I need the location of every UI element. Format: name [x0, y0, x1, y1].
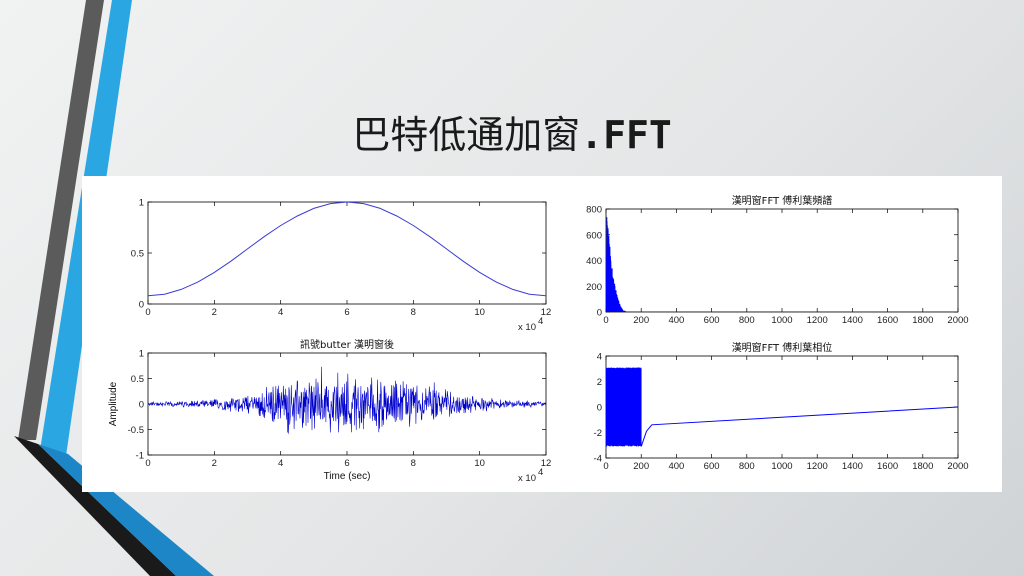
x-tick-label: 2: [212, 307, 217, 318]
x-tick-label: 400: [668, 461, 684, 472]
axes-frame: [147, 201, 547, 305]
x-tick-label: 1200: [807, 461, 828, 472]
x-tick-label: 800: [739, 461, 755, 472]
y-tick-label: 400: [586, 256, 602, 267]
y-tick-label: 800: [586, 205, 602, 216]
x-tick-label: 1000: [771, 461, 792, 472]
x-tick-label: 12: [541, 307, 552, 318]
plot-area: [148, 202, 546, 297]
x-tick-label: 1400: [842, 461, 863, 472]
x-tick-label: 12: [541, 458, 552, 469]
x-tick-label: 1600: [877, 461, 898, 472]
x-tick-label: 1600: [877, 315, 898, 326]
series-line: [148, 202, 546, 297]
y-tick-label: 1: [139, 349, 144, 360]
y-tick-label: 0.5: [131, 249, 144, 260]
y-tick-label: 0: [139, 300, 144, 311]
x-tick-label: 1800: [912, 315, 933, 326]
y-tick-label: 0.5: [131, 374, 144, 385]
chart-window: 0 2 4 6 8 10 1200.51x 104: [131, 198, 552, 334]
y-tick-label: 600: [586, 230, 602, 241]
x-multiplier: x 10: [518, 473, 536, 484]
plot-area: [606, 217, 958, 312]
x-tick-label: 200: [633, 461, 649, 472]
x-tick-label: 600: [704, 315, 720, 326]
plot-area: [606, 367, 958, 447]
y-tick-label: 0: [597, 403, 602, 414]
x-tick-label: 400: [668, 315, 684, 326]
y-tick-label: 4: [597, 352, 602, 363]
x-tick-label: 8: [411, 307, 416, 318]
chart-signal: 0 2 4 6 8 10 12 -1 -0.5 0 0.5 1 訊號butter 漢明窗後 Time (s…: [108, 338, 551, 484]
y-tick-label: 1: [139, 198, 144, 209]
axes-frame: [605, 355, 959, 459]
x-multiplier: x 10: [518, 322, 536, 333]
x-tick-label: 0: [145, 307, 150, 318]
x-tick-label: 6: [344, 307, 349, 318]
x-tick-label: 1400: [842, 315, 863, 326]
y-tick-label: 0: [139, 400, 144, 411]
x-tick-label: 0: [145, 458, 150, 469]
x-tick-label: 2000: [947, 461, 968, 472]
plot-area: [148, 366, 546, 434]
y-tick-label: -0.5: [128, 425, 144, 436]
phase-line: [640, 406, 958, 447]
x-multiplier-exp: 4: [538, 316, 543, 327]
figure-panel: 0 2 4 6 8 10 12 0 0.5 1 x 10 4 0 200 400 600 800 1000 1200…: [82, 176, 1002, 492]
y-axis-label: Amplitude: [108, 381, 119, 426]
x-tick-label: 10: [474, 458, 485, 469]
plots-svg: 0 2 4 6 8 10 1200.51x 104 0 200 400 600 800 1000 1200…: [108, 194, 969, 484]
slide-title: 巴特低通加窗.FFT: [0, 104, 1024, 159]
x-tick-label: 4: [278, 307, 283, 318]
black-diagonal: [14, 436, 176, 576]
dark-grey-stripe: [18, 0, 104, 440]
x-tick-label: 2000: [947, 315, 968, 326]
chart-title: 訊號butter 漢明窗後: [300, 338, 394, 351]
y-tick-label: 0: [597, 308, 602, 319]
y-tick-label: -1: [136, 451, 144, 462]
signal-line: [148, 366, 546, 434]
x-tick-label: 2: [212, 458, 217, 469]
phase-oscillation: [606, 367, 642, 447]
title-fft: .FFT: [580, 113, 672, 157]
x-tick-label: 800: [739, 315, 755, 326]
x-tick-label: 10: [474, 307, 485, 318]
x-tick-label: 6: [344, 458, 349, 469]
x-tick-label: 4: [278, 458, 283, 469]
y-tick-label: 2: [597, 377, 602, 388]
x-tick-label: 0: [603, 461, 608, 472]
x-tick-label: 0: [603, 315, 608, 326]
y-tick-label: 200: [586, 282, 602, 293]
x-tick-label: 1200: [807, 315, 828, 326]
title-cjk: 巴特低通加窗: [352, 113, 581, 157]
chart-fft-magnitude: 0 200 400 600 800 1000 1200 1400 1600 1800 2000 0 20…: [586, 194, 968, 326]
axes-frame: [605, 208, 959, 313]
x-multiplier-exp: 4: [538, 467, 543, 478]
x-tick-label: 1800: [912, 461, 933, 472]
x-tick-label: 1000: [771, 315, 792, 326]
x-axis-label: Time (sec): [324, 471, 371, 482]
x-tick-label: 8: [411, 458, 416, 469]
x-tick-label: 200: [633, 315, 649, 326]
chart-title: 漢明窗FFT 傅利葉頻譜: [732, 194, 833, 207]
spectrum-bars: [606, 217, 626, 312]
chart-fft-phase: 0 200 400 600 800 1000 1200 1400 1600 1800 2000 -4 -…: [594, 341, 969, 472]
y-tick-label: -4: [594, 454, 602, 465]
y-tick-label: -2: [594, 428, 602, 439]
chart-title: 漢明窗FFT 傅利葉相位: [732, 341, 833, 354]
x-tick-label: 600: [704, 461, 720, 472]
